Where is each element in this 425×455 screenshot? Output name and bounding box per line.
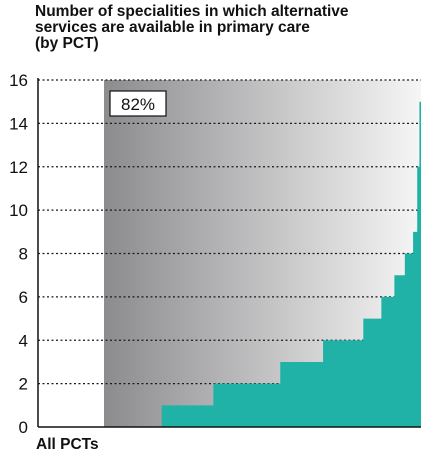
y-tick-label-2: 2: [19, 375, 28, 394]
speciality-area: [104, 101, 421, 427]
x-axis-label: All PCTs: [36, 436, 99, 453]
chart-title-line-1: Number of specialities in which alternat…: [35, 3, 349, 20]
share-annotation-label: 82%: [121, 95, 155, 114]
gridlines: [38, 79, 421, 385]
y-tick-labels: 0 2 4 6 8 10 12 14 16: [9, 71, 28, 437]
y-tick-label-10: 10: [9, 201, 28, 220]
y-tick-label-16: 16: [9, 71, 28, 90]
y-tick-label-12: 12: [9, 158, 28, 177]
y-tick-label-0: 0: [19, 418, 28, 437]
share-annotation-box: [109, 90, 167, 117]
chart-title-line-3: (by PCT): [35, 35, 99, 52]
y-tick-label-6: 6: [19, 288, 28, 307]
chart-title: Number of specialities in which alternat…: [35, 4, 425, 52]
y-tick-label-14: 14: [9, 114, 28, 133]
chart-title-line-2: services are available in primary care: [35, 19, 310, 36]
y-tick-label-4: 4: [19, 331, 28, 350]
y-tick-label-8: 8: [19, 245, 28, 264]
